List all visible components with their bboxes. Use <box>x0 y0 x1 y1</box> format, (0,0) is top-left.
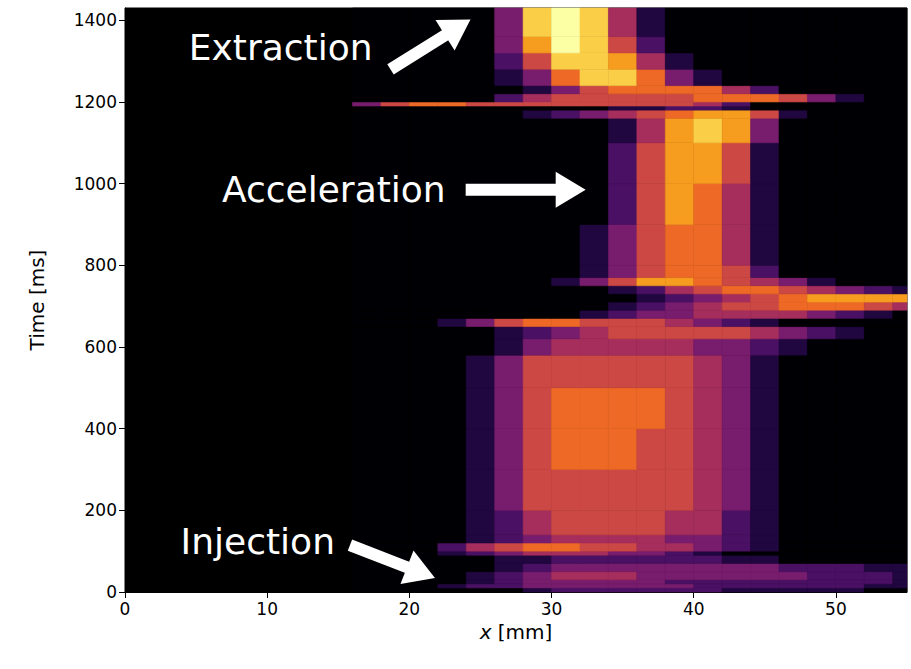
svg-text:0: 0 <box>106 582 117 602</box>
svg-text:[mm]: [mm] <box>491 620 552 644</box>
svg-text:Acceleration: Acceleration <box>222 169 446 210</box>
svg-text:10: 10 <box>256 599 278 619</box>
svg-text:40: 40 <box>683 599 705 619</box>
svg-text:Injection: Injection <box>181 521 335 562</box>
svg-text:Time [ms]: Time [ms] <box>25 250 49 352</box>
svg-text:600: 600 <box>85 337 117 357</box>
svg-text:20: 20 <box>399 599 421 619</box>
svg-text:30: 30 <box>541 599 563 619</box>
svg-text:1400: 1400 <box>74 10 117 30</box>
svg-text:800: 800 <box>85 255 117 275</box>
svg-text:400: 400 <box>85 419 117 439</box>
svg-text:0: 0 <box>120 599 131 619</box>
svg-text:1000: 1000 <box>74 174 117 194</box>
svg-text:200: 200 <box>85 500 117 520</box>
svg-text:1200: 1200 <box>74 92 117 112</box>
svg-text:Extraction: Extraction <box>189 27 373 68</box>
svg-text:50: 50 <box>825 599 847 619</box>
svg-text:x: x <box>479 620 492 644</box>
